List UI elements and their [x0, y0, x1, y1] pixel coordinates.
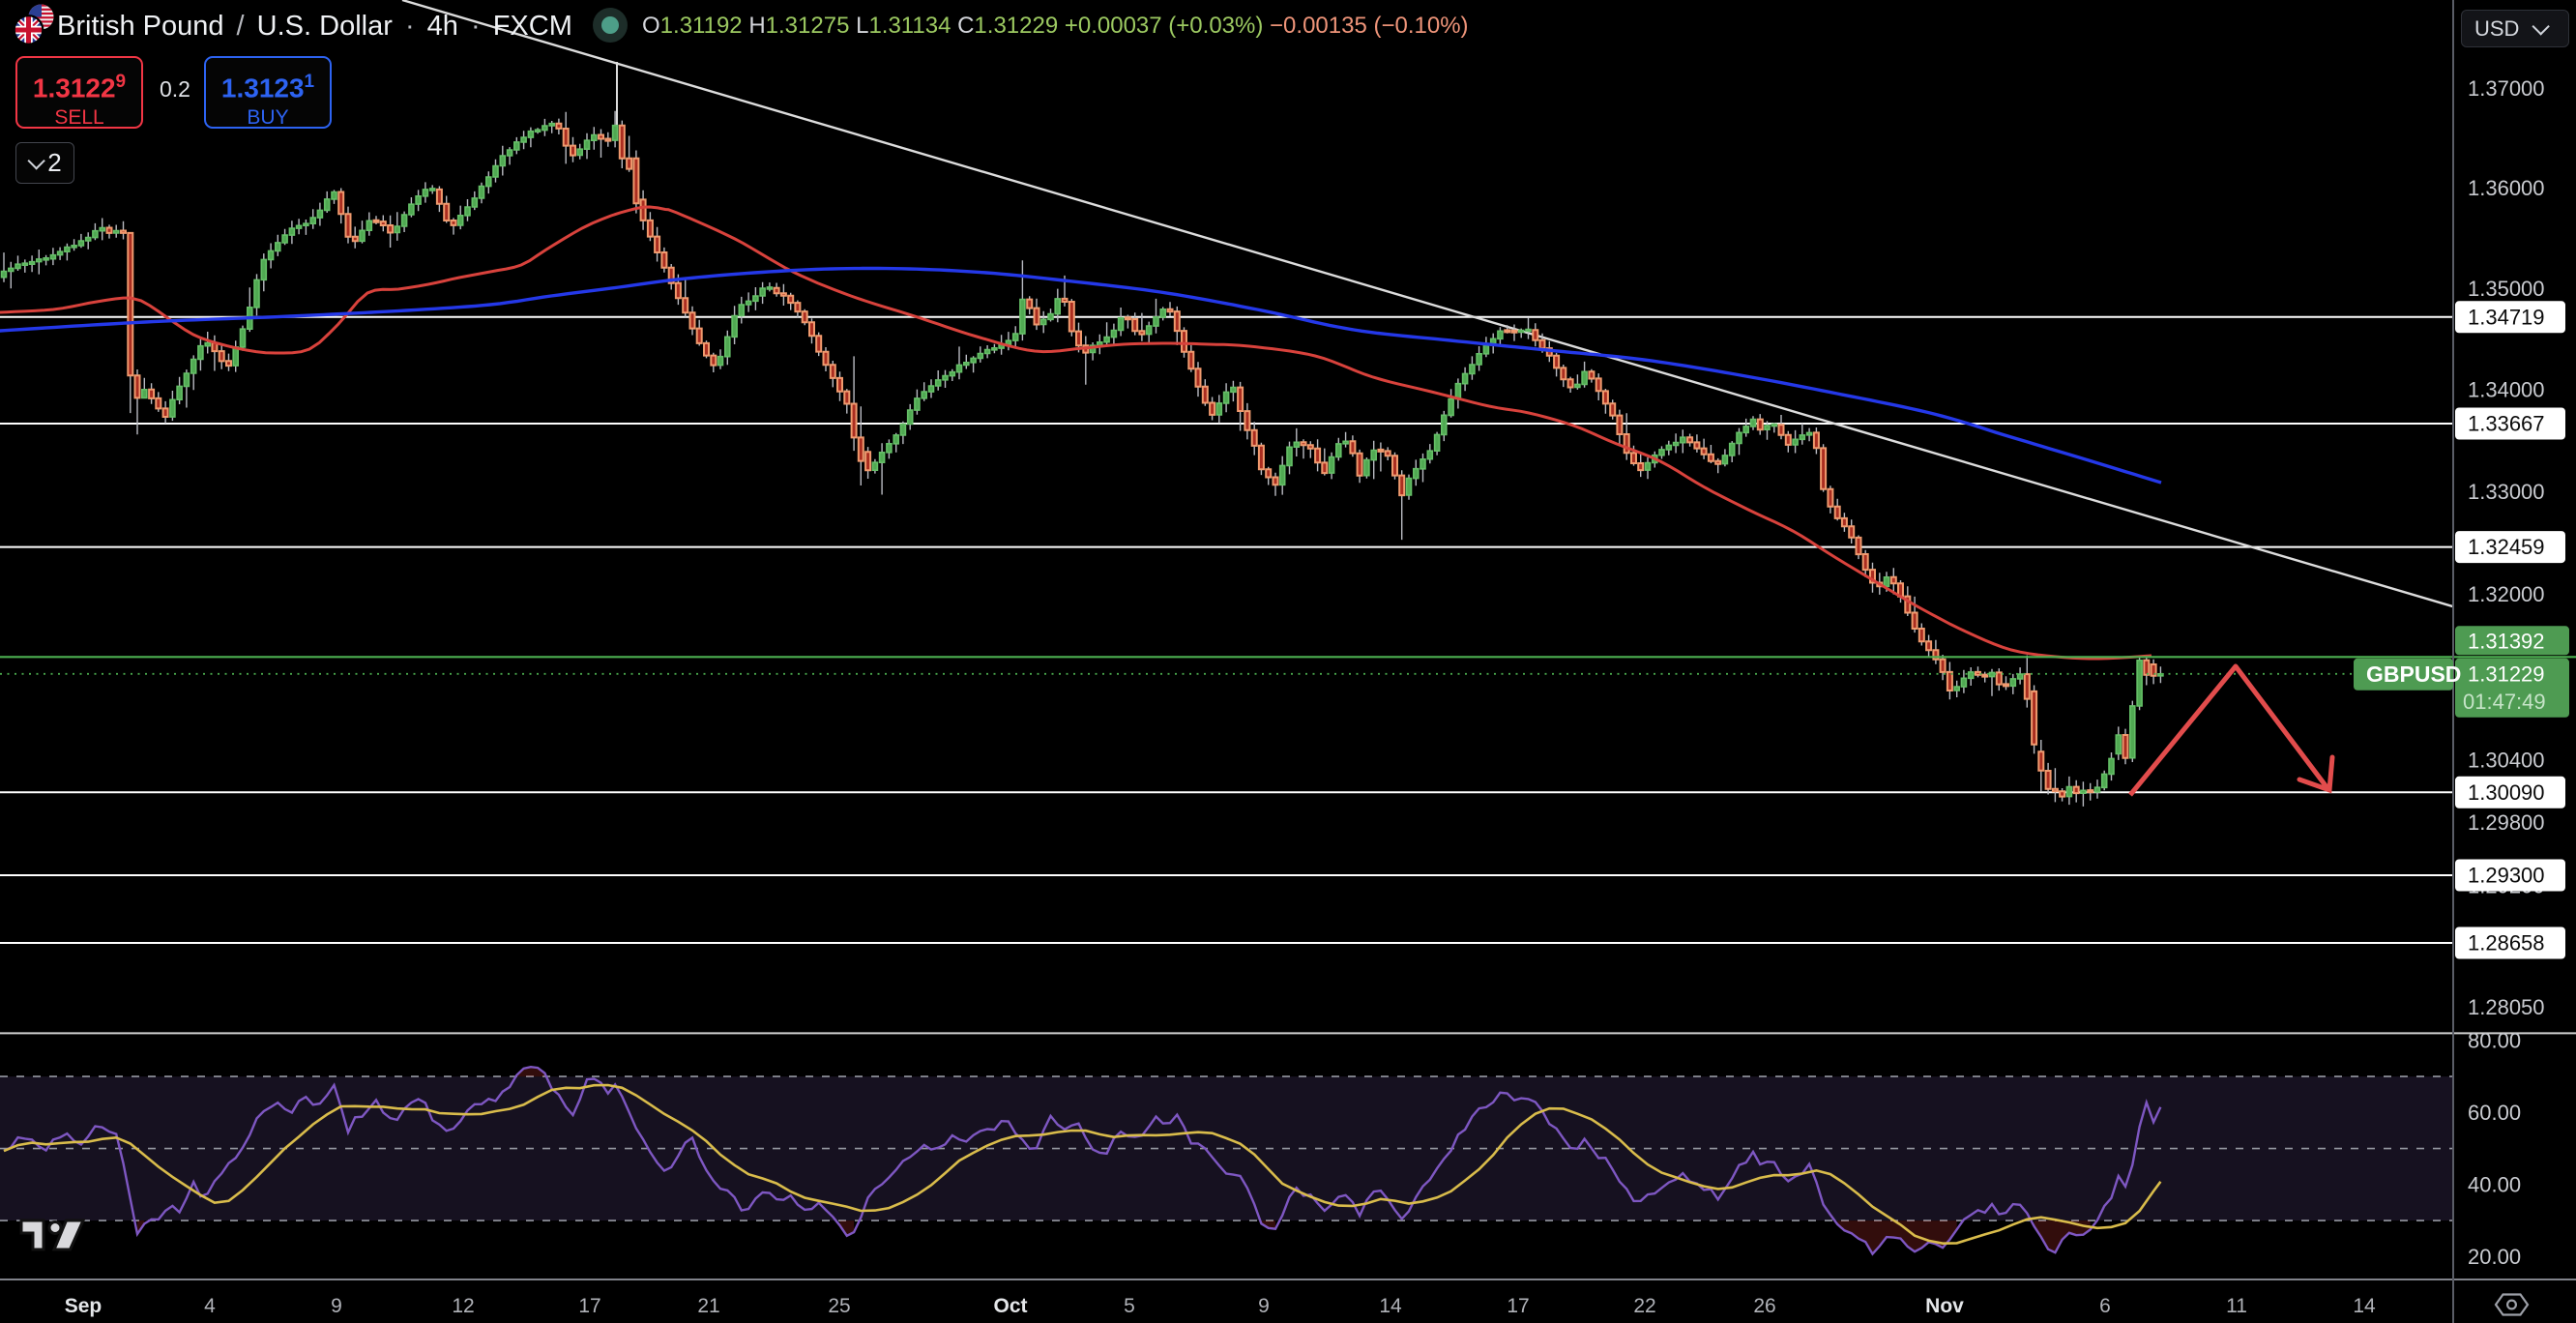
svg-text:1.31229: 1.31229	[2468, 662, 2545, 686]
svg-text:1.30090: 1.30090	[2468, 780, 2545, 805]
svg-text:14: 14	[2353, 1295, 2376, 1317]
svg-text:1.28050: 1.28050	[2468, 995, 2545, 1019]
svg-text:1.34719: 1.34719	[2468, 305, 2545, 329]
svg-text:1.33667: 1.33667	[2468, 412, 2545, 436]
svg-text:1.35000: 1.35000	[2468, 277, 2545, 301]
svg-text:11: 11	[2226, 1295, 2247, 1317]
svg-text:21: 21	[697, 1295, 719, 1317]
svg-text:80.00: 80.00	[2468, 1028, 2521, 1052]
svg-text:26: 26	[1753, 1295, 1775, 1317]
svg-text:1.32459: 1.32459	[2468, 535, 2545, 559]
svg-text:14: 14	[1379, 1295, 1402, 1317]
svg-text:40.00: 40.00	[2468, 1172, 2521, 1196]
svg-text:1.30400: 1.30400	[2468, 748, 2545, 772]
svg-text:12: 12	[452, 1295, 474, 1317]
svg-text:1.28658: 1.28658	[2468, 931, 2545, 956]
svg-text:Oct: Oct	[993, 1295, 1027, 1317]
svg-text:5: 5	[1124, 1295, 1135, 1317]
svg-text:01:47:49: 01:47:49	[2463, 690, 2546, 714]
svg-text:20.00: 20.00	[2468, 1245, 2521, 1269]
svg-text:22: 22	[1633, 1295, 1655, 1317]
svg-text:25: 25	[828, 1295, 850, 1317]
svg-text:1.33000: 1.33000	[2468, 480, 2545, 504]
svg-text:1.31392: 1.31392	[2468, 629, 2545, 653]
svg-text:Sep: Sep	[65, 1295, 102, 1317]
svg-text:Nov: Nov	[1925, 1295, 1964, 1317]
svg-text:1.32000: 1.32000	[2468, 582, 2545, 606]
svg-text:GBPUSD: GBPUSD	[2366, 662, 2461, 687]
svg-text:1.29300: 1.29300	[2468, 864, 2545, 888]
svg-text:9: 9	[1258, 1295, 1270, 1317]
svg-text:6: 6	[2099, 1295, 2111, 1317]
svg-text:17: 17	[578, 1295, 600, 1317]
svg-text:17: 17	[1507, 1295, 1529, 1317]
svg-text:1.37000: 1.37000	[2468, 76, 2545, 101]
svg-text:60.00: 60.00	[2468, 1101, 2521, 1125]
svg-text:1.34000: 1.34000	[2468, 378, 2545, 402]
svg-text:1.29800: 1.29800	[2468, 810, 2545, 835]
svg-text:9: 9	[331, 1295, 342, 1317]
svg-text:1.36000: 1.36000	[2468, 176, 2545, 200]
svg-text:4: 4	[204, 1295, 216, 1317]
